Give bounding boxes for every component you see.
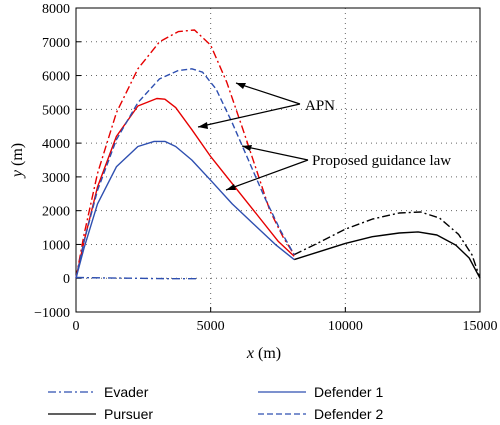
legend-item-defender-2: Defender 2 <box>258 406 383 422</box>
arrowhead-pgl-2 <box>226 184 236 190</box>
series-line-defender2-apn <box>75 29 295 279</box>
y-tick-label-5000: 5000 <box>42 103 70 118</box>
legend-label-defender-2: Defender 2 <box>314 406 383 422</box>
x-axis-title: x (m) <box>246 345 281 362</box>
y-axis-variable: y <box>9 169 26 179</box>
x-tick-label-10000: 10000 <box>328 319 363 334</box>
series-line-pursuer-pgl <box>293 231 481 279</box>
legend-label-evader: Evader <box>104 384 149 400</box>
arrow-pgl-2 <box>225 159 309 191</box>
y-tick-label-0: 0 <box>63 272 70 287</box>
series-line-evader <box>75 276 198 280</box>
arrowhead-pgl-1 <box>242 145 252 151</box>
arrowhead-apn-2 <box>198 122 208 129</box>
y-axis-title: y (m) <box>9 143 26 179</box>
y-tick-label-4000: 4000 <box>42 137 70 152</box>
legend-label-pursuer: Pursuer <box>104 406 153 422</box>
grid <box>76 8 480 312</box>
arrow-apn-2 <box>197 103 301 128</box>
annotation-apn: APN <box>305 98 335 114</box>
y-axis-unit: (m) <box>9 143 26 170</box>
series-line-defender1-pgl-red <box>75 97 295 279</box>
legend-label-defender-1: Defender 1 <box>314 384 383 400</box>
legend-item-pursuer: Pursuer <box>48 406 153 422</box>
arrowhead-apn-1 <box>236 83 246 89</box>
plot-area <box>75 7 481 313</box>
x-axis-variable: x <box>246 345 254 362</box>
x-tick-label-15000: 15000 <box>463 319 498 334</box>
legend-item-evader: Evader <box>48 384 149 400</box>
x-axis-unit: (m) <box>254 345 281 362</box>
series-line-pursuer-apn <box>293 211 481 279</box>
series-layer <box>75 29 481 280</box>
annotations: APN Proposed guidance law <box>197 82 451 191</box>
legend-item-defender-1: Defender 1 <box>258 384 383 400</box>
y-tick-label-1000: 1000 <box>42 238 70 253</box>
x-tick-label-5000: 5000 <box>197 319 225 334</box>
legend: Evader Pursuer Defender 1 Defender 2 <box>48 384 383 422</box>
x-tick-label-0: 0 <box>73 319 80 334</box>
series-line-defender1 <box>75 140 295 279</box>
axis-ticks: 0 5000 10000 15000−100001000200030004000500… <box>34 2 497 334</box>
arrow-pgl-1 <box>241 145 309 161</box>
annotation-proposed-guidance-law: Proposed guidance law <box>312 153 451 169</box>
y-tick-label-7000: 7000 <box>42 36 70 51</box>
y-tick-label--1000: −1000 <box>34 306 70 321</box>
y-tick-label-2000: 2000 <box>42 205 70 220</box>
y-tick-label-6000: 6000 <box>42 70 70 85</box>
series-line-defender2 <box>75 68 295 279</box>
y-tick-label-8000: 8000 <box>42 2 70 17</box>
y-tick-label-3000: 3000 <box>42 171 70 186</box>
arrow-apn-1 <box>235 82 301 105</box>
